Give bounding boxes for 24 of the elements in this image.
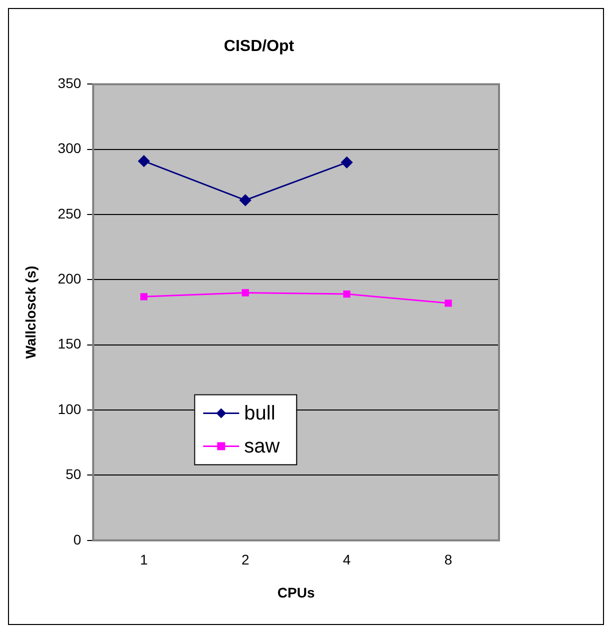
y-tick-label: 350 xyxy=(58,75,82,92)
chart-title: CISD/Opt xyxy=(224,38,295,56)
y-tick-label: 100 xyxy=(58,400,82,417)
x-tick-label: 2 xyxy=(241,552,250,568)
y-tick-label: 0 xyxy=(73,531,82,548)
y-tick-label: 50 xyxy=(66,466,82,482)
point xyxy=(242,289,249,296)
x-tick-label: 8 xyxy=(444,552,452,568)
y-axis-title: Wallclosck (s) xyxy=(22,266,38,359)
point xyxy=(138,155,150,167)
legend-label: bull xyxy=(244,402,276,425)
point xyxy=(341,156,353,168)
y-tick-label: 250 xyxy=(58,205,82,222)
x-tick-label: 4 xyxy=(342,552,351,568)
y-tick-label: 300 xyxy=(58,140,82,156)
y-tick-label: 150 xyxy=(58,336,82,352)
point xyxy=(140,293,148,300)
y-tick-label: 200 xyxy=(58,270,82,287)
legend-label: saw xyxy=(244,436,280,458)
point xyxy=(240,194,252,206)
x-tick-label: 1 xyxy=(140,552,148,568)
x-axis-title: CPUs xyxy=(277,584,315,600)
point xyxy=(444,300,452,307)
point xyxy=(343,290,350,298)
